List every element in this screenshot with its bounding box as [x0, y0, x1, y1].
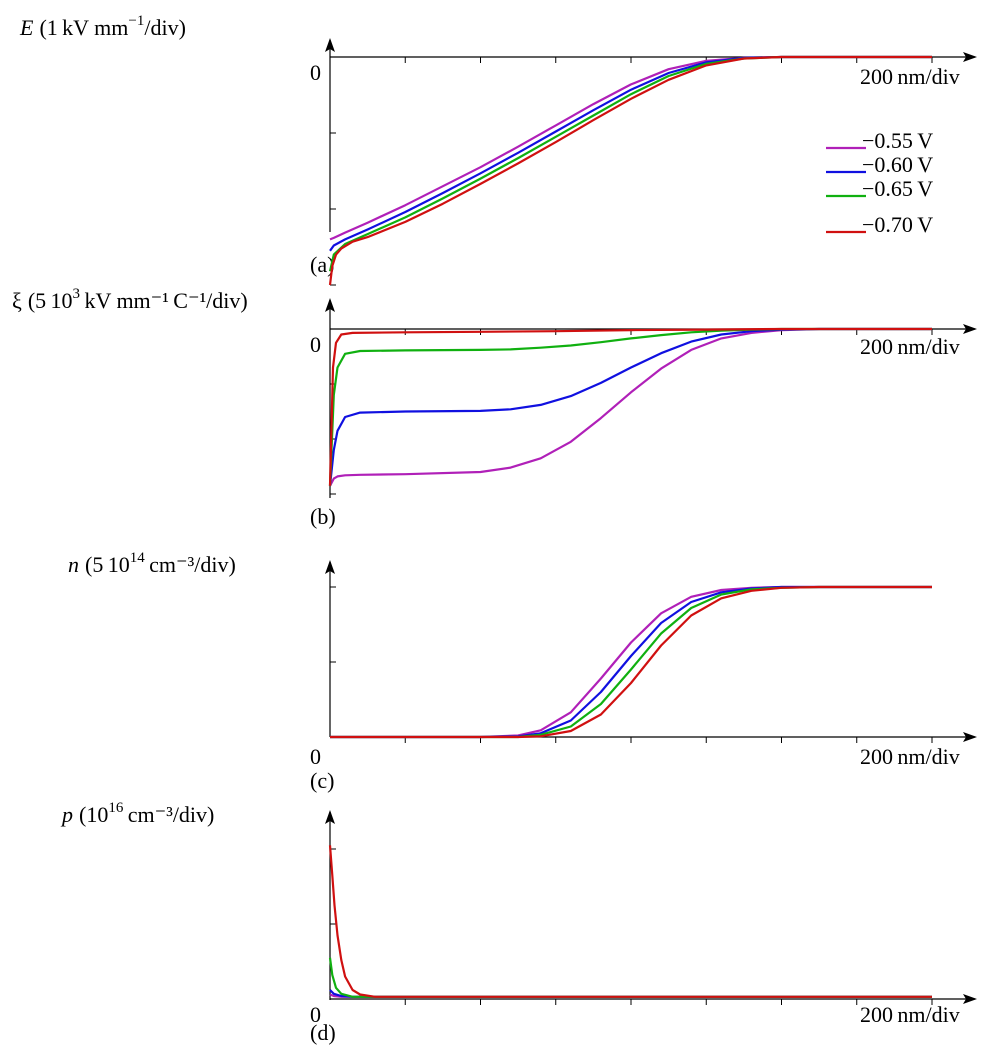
- panel-b-ylabel-sup: 3: [73, 286, 81, 302]
- panel-d-series-3: [328, 845, 932, 998]
- panel-b-ylabel: ξ (5 103 kV mm⁻¹ C⁻¹/div): [12, 286, 248, 313]
- panel-b-series-3: [328, 327, 932, 486]
- panel-c-series-0: [330, 585, 932, 739]
- panel-c-x-label: 200 nm/div: [860, 744, 960, 769]
- panel-c-ticks: [330, 586, 933, 743]
- panel-a-series-3: [328, 55, 932, 286]
- panel-d-tag: (d): [310, 1020, 336, 1045]
- panel-a: E (1 kV mm−1/div) 0 200 nm/div (a): [19, 13, 977, 286]
- panel-a-ylabel-sup: −1: [128, 13, 144, 29]
- panel-d-ylabel: p (1016 cm⁻³/div): [60, 800, 214, 827]
- legend-label-055: −0.55 V: [862, 128, 933, 153]
- panel-a-series-1: [329, 55, 932, 252]
- panel-a-tag: (a): [310, 252, 334, 277]
- panel-a-ylabel-symbol: E: [19, 15, 34, 40]
- panel-c-curves: [330, 585, 932, 739]
- panel-d: p (1016 cm⁻³/div) 0 200 nm/div (d): [60, 800, 977, 1045]
- panel-a-zero-label: 0: [310, 60, 321, 85]
- panel-c-tag: (c): [310, 768, 334, 793]
- panel-a-x-label: 200 nm/div: [860, 64, 960, 89]
- panel-c-series-1: [330, 585, 932, 739]
- panel-c-ylabel-symbol: n: [68, 552, 79, 577]
- panel-d-series-2: [328, 957, 932, 998]
- legend-label-060: −0.60 V: [862, 152, 933, 177]
- panel-b-curves: [328, 327, 932, 487]
- panel-c-zero-label: 0: [310, 744, 321, 769]
- panel-b-zero-label: 0: [310, 332, 321, 357]
- panel-d-ylabel-sup: 16: [108, 800, 124, 816]
- panel-b-ylabel-units: (5 10: [28, 288, 73, 313]
- panel-d-zero-label: 0: [310, 1002, 321, 1027]
- panel-c-series-2: [330, 585, 932, 739]
- panel-b-x-label: 200 nm/div: [860, 334, 960, 359]
- panel-b-series-2: [328, 327, 932, 486]
- panel-d-ylabel-end: cm⁻³/div): [123, 802, 214, 827]
- panel-c-ylabel-end: cm⁻³/div): [145, 552, 236, 577]
- panel-b-ylabel-end: kV mm⁻¹ C⁻¹/div): [80, 288, 248, 313]
- panel-c: n (5 1014 cm⁻³/div) 0 200 nm/div (c): [68, 550, 977, 793]
- panel-a-ylabel: E (1 kV mm−1/div): [19, 13, 186, 40]
- panel-d-curves: [328, 845, 932, 998]
- panel-a-ylabel-units: (1 kV mm: [39, 15, 128, 40]
- panel-a-curves: [328, 55, 932, 286]
- legend-label-065: −0.65 V: [862, 176, 933, 201]
- panel-c-series-3: [330, 585, 932, 739]
- panel-a-ylabel-end: /div): [144, 15, 186, 40]
- panel-d-ylabel-symbol: p: [60, 802, 73, 827]
- panel-c-ylabel: n (5 1014 cm⁻³/div): [68, 550, 236, 577]
- legend: −0.55 V −0.60 V −0.65 V −0.70 V: [826, 128, 933, 237]
- panel-d-x-label: 200 nm/div: [860, 1002, 960, 1027]
- panel-c-ylabel-sup: 14: [130, 550, 146, 566]
- panel-b-series-1: [328, 327, 932, 486]
- legend-label-070: −0.70 V: [862, 212, 933, 237]
- panel-b-series-0: [329, 327, 932, 487]
- panel-b: ξ (5 103 kV mm⁻¹ C⁻¹/div) 0 200 nm/div (b…: [12, 286, 977, 529]
- panel-c-ylabel-units: (5 10: [85, 552, 130, 577]
- panel-b-ylabel-symbol: ξ: [12, 288, 22, 313]
- panel-b-tag: (b): [310, 504, 336, 529]
- panel-d-ticks: [330, 848, 933, 1005]
- panel-d-ylabel-units: (10: [79, 802, 108, 827]
